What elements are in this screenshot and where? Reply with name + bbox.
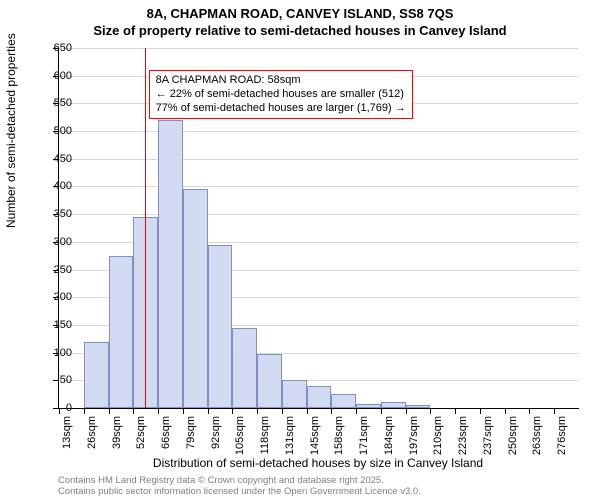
y-tick-label: 150	[28, 319, 72, 331]
x-tick	[257, 408, 258, 414]
chart-title-line1: 8A, CHAPMAN ROAD, CANVEY ISLAND, SS8 7QS	[0, 6, 600, 21]
x-tick-label: 66sqm	[160, 416, 172, 466]
histogram-bar	[307, 386, 332, 408]
gridline-h	[59, 48, 579, 49]
y-tick-label: 550	[28, 97, 72, 109]
histogram-bar	[406, 405, 431, 408]
x-tick-label: 145sqm	[309, 416, 321, 466]
x-tick	[554, 408, 555, 414]
x-tick-label: 39sqm	[111, 416, 123, 466]
gridline-h	[59, 214, 579, 215]
x-tick-label: 250sqm	[507, 416, 519, 466]
x-tick-label: 276sqm	[556, 416, 568, 466]
x-tick-label: 171sqm	[358, 416, 370, 466]
attribution-line-2: Contains public sector information licen…	[58, 487, 421, 498]
y-tick-label: 200	[28, 291, 72, 303]
x-tick-label: 92sqm	[210, 416, 222, 466]
x-tick-label: 13sqm	[61, 416, 73, 466]
x-tick-label: 210sqm	[432, 416, 444, 466]
x-tick-label: 26sqm	[86, 416, 98, 466]
x-tick-label: 79sqm	[185, 416, 197, 466]
x-tick	[455, 408, 456, 414]
annotation-line: 8A CHAPMAN ROAD: 58sqm	[156, 74, 406, 88]
x-tick-label: 237sqm	[482, 416, 494, 466]
x-tick-label: 118sqm	[259, 416, 271, 466]
x-tick	[282, 408, 283, 414]
x-tick	[356, 408, 357, 414]
gridline-h	[59, 131, 579, 132]
y-tick-label: 300	[28, 236, 72, 248]
histogram-bar	[257, 354, 282, 408]
histogram-bar	[208, 245, 233, 408]
y-axis-label: Number of semi-detached properties	[4, 33, 18, 228]
x-tick	[232, 408, 233, 414]
y-tick-label: 100	[28, 347, 72, 359]
x-tick	[480, 408, 481, 414]
x-tick	[158, 408, 159, 414]
x-tick	[406, 408, 407, 414]
property-marker-line	[145, 48, 146, 408]
histogram-bar	[331, 394, 356, 408]
x-tick	[505, 408, 506, 414]
y-tick-label: 500	[28, 125, 72, 137]
property-annotation-box: 8A CHAPMAN ROAD: 58sqm← 22% of semi-deta…	[149, 70, 413, 119]
y-tick-label: 400	[28, 180, 72, 192]
x-tick	[208, 408, 209, 414]
histogram-bar	[381, 402, 406, 408]
y-tick-label: 600	[28, 70, 72, 82]
x-tick-label: 158sqm	[333, 416, 345, 466]
gridline-h	[59, 159, 579, 160]
y-tick-label: 350	[28, 208, 72, 220]
x-tick	[381, 408, 382, 414]
annotation-line: ← 22% of semi-detached houses are smalle…	[156, 88, 406, 102]
x-tick	[430, 408, 431, 414]
x-tick	[331, 408, 332, 414]
x-tick	[133, 408, 134, 414]
x-tick-label: 105sqm	[234, 416, 246, 466]
y-tick-label: 650	[28, 42, 72, 54]
x-tick-label: 223sqm	[457, 416, 469, 466]
x-tick	[307, 408, 308, 414]
x-tick-label: 184sqm	[383, 416, 395, 466]
x-tick	[183, 408, 184, 414]
y-tick-label: 450	[28, 153, 72, 165]
x-tick-label: 197sqm	[408, 416, 420, 466]
histogram-bar	[158, 120, 183, 408]
chart-title-line2: Size of property relative to semi-detach…	[0, 23, 600, 38]
y-tick-label: 250	[28, 264, 72, 276]
chart-attribution: Contains HM Land Registry data © Crown c…	[58, 476, 421, 498]
chart-plot-area: 8A CHAPMAN ROAD: 58sqm← 22% of semi-deta…	[58, 48, 579, 409]
histogram-bar	[84, 342, 109, 408]
histogram-bar	[356, 404, 381, 408]
y-tick-label: 0	[28, 402, 72, 414]
x-tick	[109, 408, 110, 414]
x-tick	[84, 408, 85, 414]
x-tick	[529, 408, 530, 414]
histogram-bar	[183, 189, 208, 408]
gridline-h	[59, 186, 579, 187]
y-tick-label: 50	[28, 374, 72, 386]
x-tick-label: 263sqm	[531, 416, 543, 466]
histogram-bar	[232, 328, 257, 408]
histogram-bar	[109, 256, 134, 408]
x-tick-label: 52sqm	[135, 416, 147, 466]
annotation-line: 77% of semi-detached houses are larger (…	[156, 102, 406, 116]
x-tick-label: 131sqm	[284, 416, 296, 466]
histogram-bar	[282, 380, 307, 408]
